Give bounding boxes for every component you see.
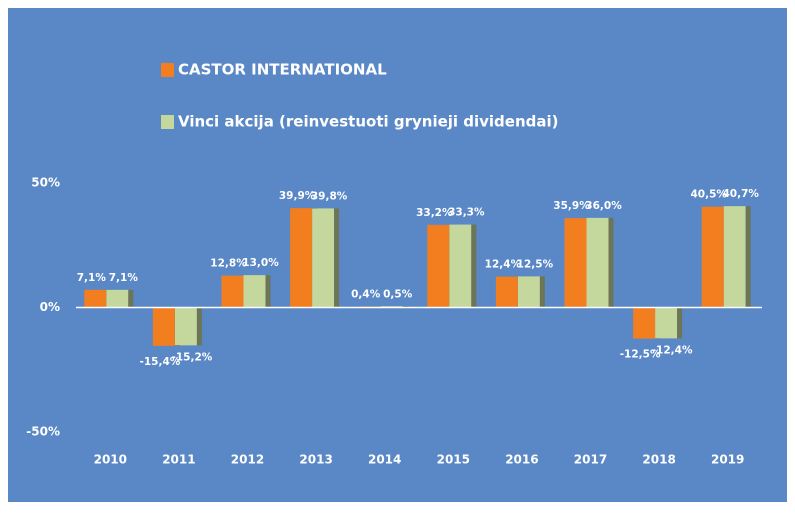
- x-tick-label: 2012: [231, 453, 264, 467]
- value-label: 33,3%: [448, 207, 485, 219]
- value-label: -12,5%: [620, 349, 661, 361]
- x-tick-label: 2015: [437, 453, 470, 467]
- bar: [290, 208, 313, 308]
- value-label: -15,2%: [172, 351, 213, 363]
- bar: [152, 307, 175, 346]
- bar-side: [128, 289, 134, 308]
- bar: [655, 307, 678, 339]
- y-tick-label: 0%: [40, 300, 60, 314]
- value-label: 0,5%: [383, 288, 413, 300]
- bar-side: [745, 206, 751, 308]
- x-tick-label: 2014: [368, 453, 401, 467]
- legend-label: Vinci akcija (reinvestuoti grynieji divi…: [178, 113, 559, 131]
- value-label: -15,4%: [140, 356, 181, 368]
- value-label: 13,0%: [242, 257, 279, 269]
- value-label: -12,4%: [652, 344, 693, 356]
- x-tick-label: 2018: [642, 453, 675, 467]
- bar: [427, 224, 450, 308]
- bar: [106, 289, 129, 308]
- bar-side: [334, 208, 340, 308]
- chart-background: [8, 8, 787, 502]
- bar: [701, 206, 724, 308]
- bar: [723, 206, 746, 308]
- x-tick-label: 2016: [505, 453, 538, 467]
- bar-side: [196, 307, 202, 346]
- bar-side: [539, 276, 545, 308]
- legend-swatch: [161, 63, 174, 77]
- value-label: 7,1%: [109, 272, 139, 284]
- value-label: 12,5%: [517, 258, 554, 270]
- x-tick-label: 2011: [162, 453, 195, 467]
- bar: [449, 224, 472, 308]
- y-tick-label: 50%: [31, 176, 60, 190]
- bar-side: [265, 275, 271, 308]
- bar: [312, 208, 335, 308]
- bar: [517, 276, 540, 308]
- bar: [221, 275, 244, 308]
- x-tick-label: 2017: [574, 453, 607, 467]
- x-tick-label: 2019: [711, 453, 744, 467]
- x-tick-label: 2010: [94, 453, 127, 467]
- value-label: 40,5%: [690, 189, 727, 201]
- bar: [84, 289, 107, 308]
- bar: [586, 217, 609, 308]
- value-label: 39,9%: [279, 190, 316, 202]
- bar-side: [677, 307, 683, 339]
- legend-label: CASTOR INTERNATIONAL: [178, 61, 387, 79]
- value-label: 33,2%: [416, 207, 453, 219]
- value-label: 0,4%: [351, 289, 381, 301]
- value-label: 40,7%: [722, 188, 759, 200]
- value-label: 7,1%: [77, 272, 107, 284]
- bar: [174, 307, 197, 346]
- bar: [564, 218, 587, 308]
- x-tick-label: 2013: [299, 453, 332, 467]
- bar: [243, 275, 266, 308]
- value-label: 39,8%: [311, 190, 348, 202]
- bar: [633, 307, 656, 339]
- y-tick-label: -50%: [26, 425, 60, 439]
- value-label: 35,9%: [553, 200, 590, 212]
- value-label: 12,4%: [485, 259, 522, 271]
- value-label: 36,0%: [585, 200, 622, 212]
- bar-side: [608, 217, 614, 308]
- bar: [495, 276, 518, 308]
- legend-swatch: [161, 115, 174, 129]
- value-label: 12,8%: [210, 258, 247, 270]
- bar-side: [471, 224, 477, 308]
